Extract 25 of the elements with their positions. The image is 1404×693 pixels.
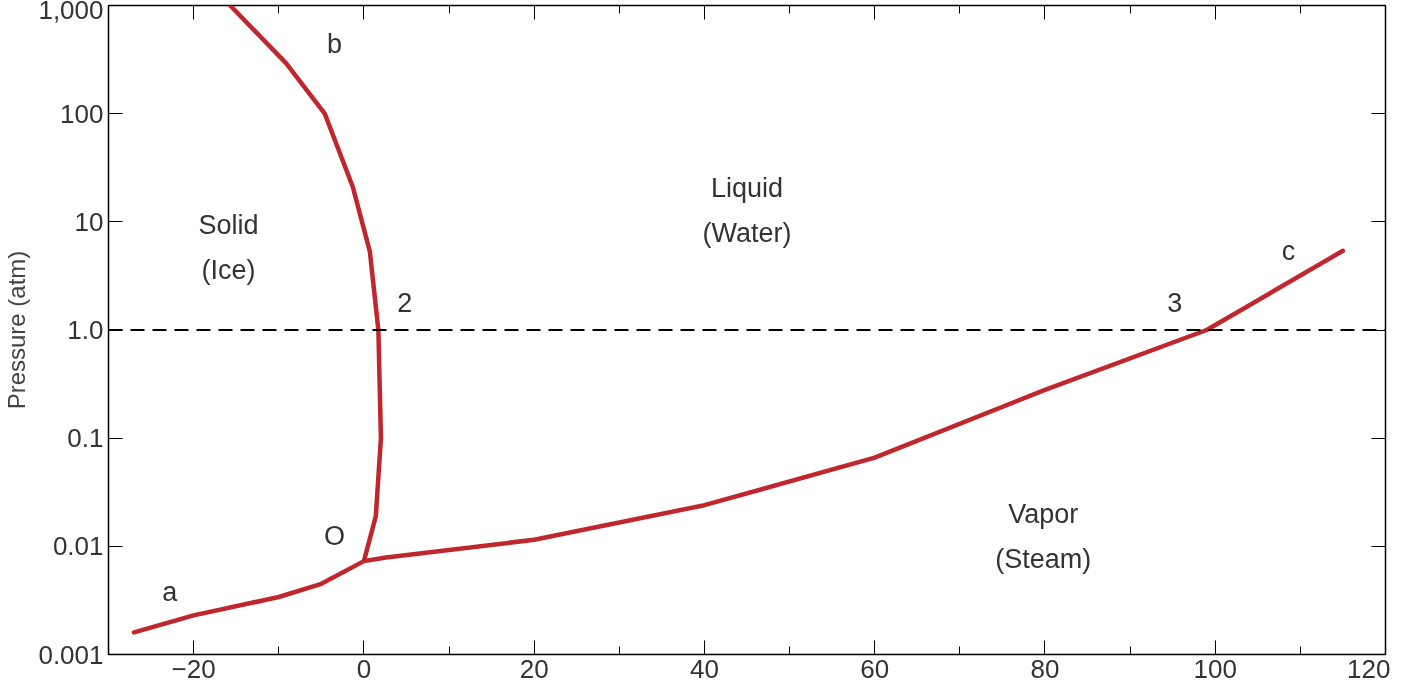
annotation: b <box>327 29 343 60</box>
x-tick-label: 100 <box>1193 653 1237 684</box>
y-tick-label: 100 <box>60 98 104 129</box>
x-tick-label: 40 <box>689 653 719 684</box>
x-tick-label: 0 <box>356 653 372 684</box>
annotation: 2 <box>397 287 413 318</box>
y-tick-label: 0.01 <box>52 531 104 562</box>
annotation: O <box>324 521 346 552</box>
annotation: c <box>1281 235 1296 266</box>
x-tick-label: 20 <box>519 653 549 684</box>
x-tick-label: 80 <box>1030 653 1060 684</box>
annotation: Vapor (Steam) <box>995 498 1092 574</box>
y-tick-label: 1.0 <box>67 315 104 345</box>
annotation: a <box>162 576 179 607</box>
y-tick-label: 0.001 <box>38 639 104 670</box>
x-tick-label: 120 <box>1347 653 1391 684</box>
x-tick-label: −20 <box>171 653 216 684</box>
y-tick-label: 10 <box>74 206 104 237</box>
annotation: 3 <box>1167 287 1183 318</box>
annotation: Solid (Ice) <box>198 210 259 286</box>
x-tick-label: 60 <box>860 653 890 684</box>
y-tick-label: 0.1 <box>67 423 104 454</box>
y-axis-title: Pressure (atm) <box>3 250 31 410</box>
y-tick-label: 1,000 <box>38 0 104 25</box>
annotation: Liquid (Water) <box>702 173 792 249</box>
